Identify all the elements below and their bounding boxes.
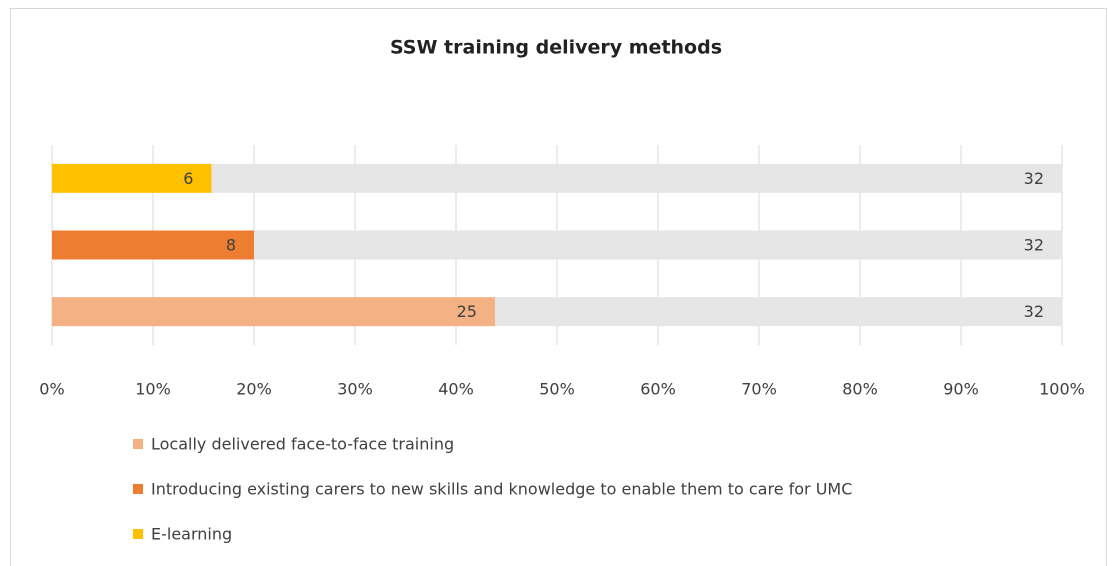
bar-segment — [52, 230, 254, 260]
data-label: 32 — [1024, 302, 1044, 321]
legend-swatch — [133, 439, 143, 449]
x-tick-label: 80% — [842, 380, 878, 399]
x-tick-label: 70% — [741, 380, 777, 399]
x-tick-label: 50% — [539, 380, 575, 399]
x-tick-label: 90% — [943, 380, 979, 399]
legend-label: E-learning — [151, 525, 232, 544]
x-tick-label: 0% — [39, 380, 64, 399]
bar-segment — [52, 297, 495, 327]
bar-segment — [494, 297, 1063, 327]
data-label: 25 — [457, 302, 477, 321]
x-tick-label: 30% — [337, 380, 373, 399]
x-tick-label: 10% — [135, 380, 171, 399]
bar-segment — [211, 163, 1062, 193]
x-tick-label: 100% — [1039, 380, 1085, 399]
legend-label: Locally delivered face-to-face training — [151, 435, 454, 454]
legend-swatch — [133, 529, 143, 539]
data-label: 6 — [183, 169, 193, 188]
legend-label: Introducing existing carers to new skill… — [151, 480, 852, 499]
data-label: 32 — [1024, 236, 1044, 255]
x-tick-label: 20% — [236, 380, 272, 399]
legend-swatch — [133, 484, 143, 494]
chart-title: SSW training delivery methods — [390, 37, 722, 59]
data-label: 32 — [1024, 169, 1044, 188]
bar-segment — [52, 163, 212, 193]
x-tick-label: 60% — [640, 380, 676, 399]
data-label: 8 — [226, 236, 236, 255]
bar-segment — [254, 230, 1062, 260]
x-tick-label: 40% — [438, 380, 474, 399]
chart-frame — [10, 8, 1107, 566]
